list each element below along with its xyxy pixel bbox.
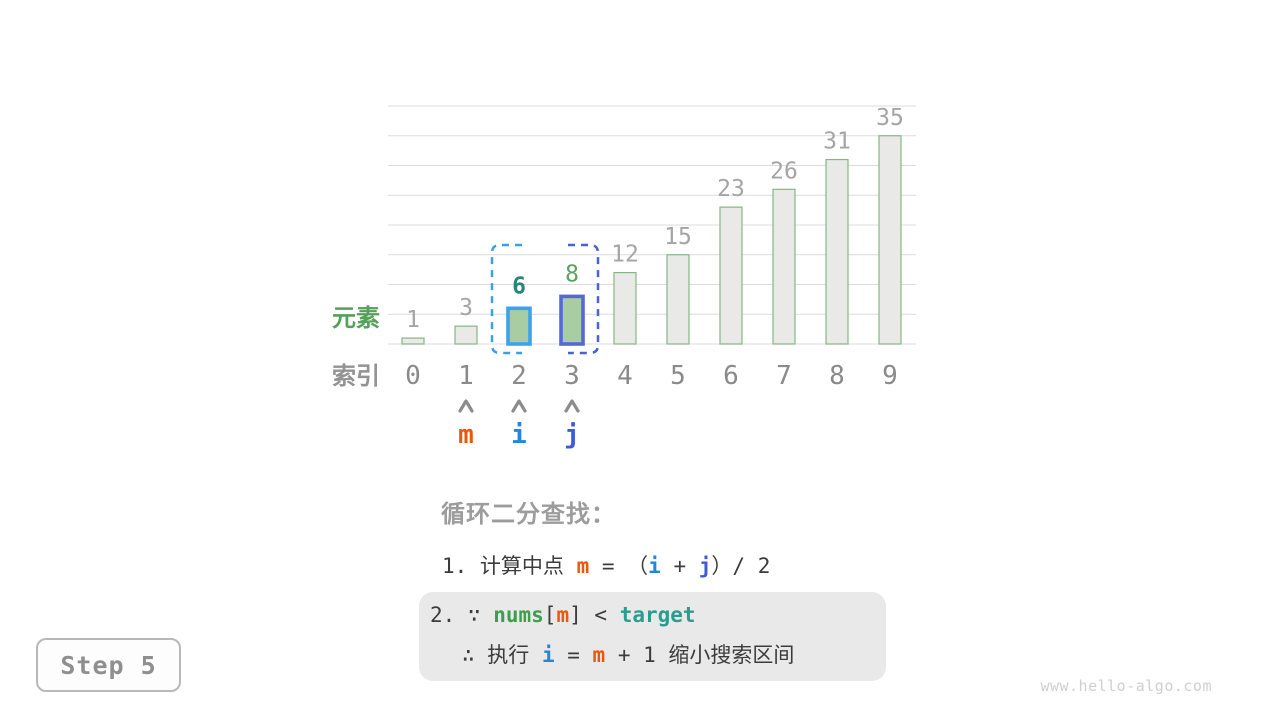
token-plain: 2. ∵: [430, 603, 494, 627]
token-i: i: [541, 643, 555, 667]
search-interval-bracket-right: [568, 243, 600, 355]
bar-3: [559, 294, 585, 346]
pointer-letter-i: i: [511, 420, 527, 450]
bar-value-label-1: 3: [459, 295, 473, 321]
token-m: m: [576, 554, 590, 578]
note-line-condition: 2. ∵ nums[m] < target: [430, 603, 696, 627]
bar-value-label-4: 12: [611, 242, 639, 268]
bar-6: [719, 206, 743, 345]
token-plain: ∴ 执行: [462, 643, 542, 667]
index-label-0: 0: [405, 361, 421, 391]
pointer-letter-m: m: [458, 420, 474, 450]
bar-value-label-6: 23: [717, 176, 745, 202]
bar-value-label-3: 8: [565, 261, 579, 287]
search-interval-bracket-left: [490, 243, 522, 355]
index-label-2: 2: [511, 361, 527, 391]
pointer-arrow-icon: [564, 399, 580, 413]
step-badge: Step 5: [36, 638, 181, 692]
token-m: m: [556, 603, 570, 627]
index-label-9: 9: [882, 361, 898, 391]
bar-4: [613, 272, 637, 345]
note-line-action: ∴ 执行 i = m + 1 缩小搜索区间: [462, 639, 794, 669]
bar-5: [666, 254, 690, 345]
token-plain: +: [660, 554, 699, 578]
step2-note-box: 2. ∵ nums[m] < target ∴ 执行 i = m + 1 缩小搜…: [419, 592, 886, 681]
index-label-4: 4: [617, 361, 633, 391]
watermark: www.hello-algo.com: [1040, 677, 1212, 695]
token-plain: =: [589, 554, 628, 578]
token-plain: <: [581, 603, 620, 627]
pointer-i: i: [511, 399, 527, 450]
caption-heading: 循环二分查找：: [441, 500, 616, 528]
bar-7: [772, 188, 796, 345]
elements-row-label: 元素: [332, 304, 380, 332]
token-plain: ]: [569, 603, 582, 627]
token-plain: ）: [711, 554, 733, 578]
pointer-letter-j: j: [564, 420, 580, 450]
token-nums: nums: [493, 603, 544, 627]
token-m: m: [592, 643, 606, 667]
token-plain: （: [627, 554, 649, 578]
token-target: target: [619, 603, 696, 627]
pointer-arrow-icon: [458, 399, 474, 413]
bar-value-label-5: 15: [664, 224, 692, 250]
index-label-7: 7: [776, 361, 792, 391]
index-label-3: 3: [564, 361, 580, 391]
bar-9: [878, 135, 902, 345]
token-plain: =: [554, 643, 593, 667]
token-plain: / 2: [732, 554, 771, 578]
bar-value-label-0: 1: [406, 307, 420, 333]
index-label-6: 6: [723, 361, 739, 391]
index-label-5: 5: [670, 361, 686, 391]
bar-2: [506, 306, 532, 346]
pointer-j: j: [564, 399, 580, 450]
caption-line-compute-midpoint: 1. 计算中点 m = （i + j）/ 2: [442, 550, 770, 580]
bar-1: [454, 325, 478, 345]
pointer-arrow-icon: [511, 399, 527, 413]
token-plain: + 1 缩小搜索区间: [605, 643, 795, 667]
token-plain: 1. 计算中点: [442, 554, 577, 578]
pointer-m: m: [458, 399, 474, 450]
bar-value-label-2: 6: [512, 273, 526, 299]
bar-0: [401, 337, 425, 345]
index-label-8: 8: [829, 361, 845, 391]
step-badge-label: Step 5: [60, 650, 157, 680]
index-label-1: 1: [458, 361, 474, 391]
token-i: i: [648, 554, 661, 578]
bar-value-label-7: 26: [770, 158, 798, 184]
indices-row-label: 索引: [332, 362, 380, 390]
bar-value-label-9: 35: [876, 105, 904, 131]
token-plain: [: [543, 603, 557, 627]
bar-8: [825, 158, 849, 345]
bar-value-label-8: 31: [823, 129, 851, 155]
token-j: j: [698, 554, 712, 578]
